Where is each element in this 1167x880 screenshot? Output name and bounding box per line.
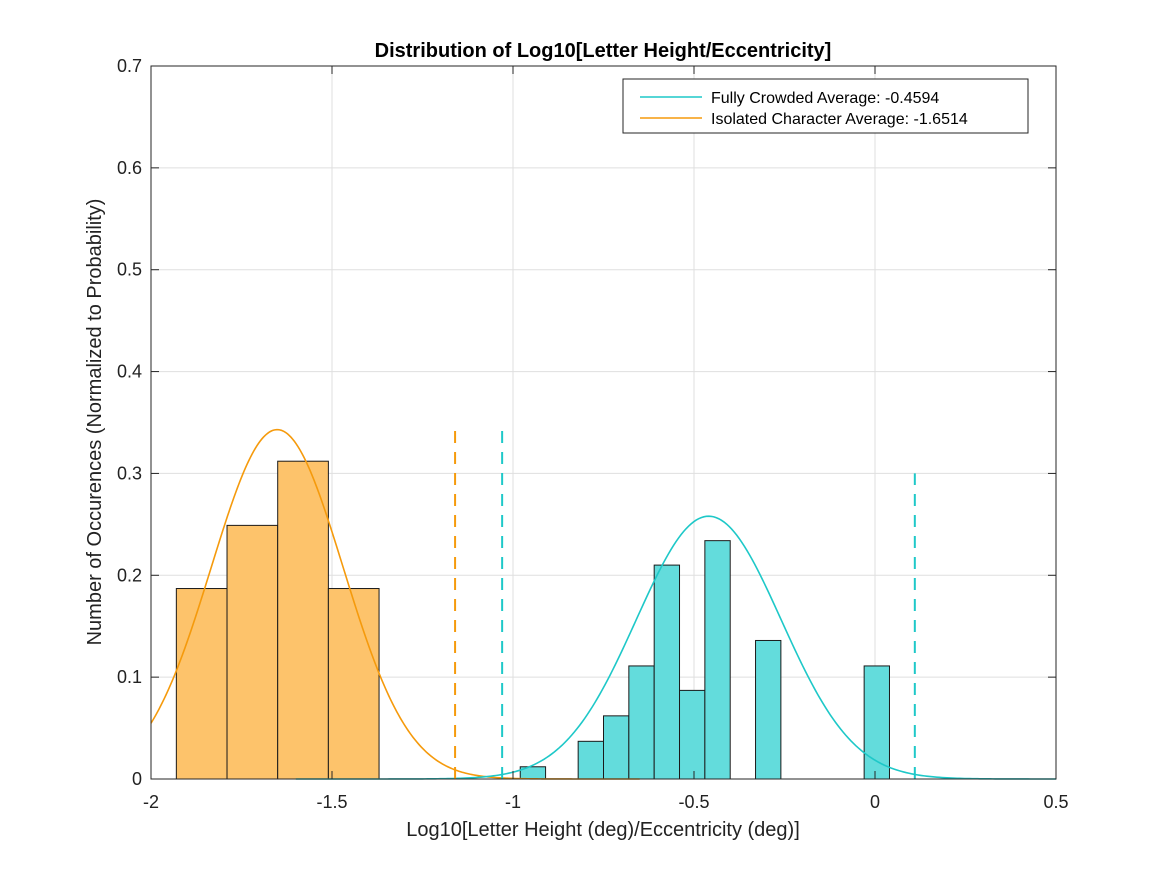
x-tick-label: 0 <box>870 792 880 812</box>
isolated-bar <box>226 524 279 780</box>
y-tick-label: 0 <box>132 769 142 789</box>
legend-label-isolated: Isolated Character Average: -1.6514 <box>711 111 968 128</box>
chart-title: Distribution of Log10[Letter Height/Ecce… <box>375 40 832 62</box>
x-axis-label: Log10[Letter Height (deg)/Eccentricity (… <box>406 819 800 841</box>
isolated-bar <box>175 588 228 780</box>
y-tick-label: 0.2 <box>117 565 142 585</box>
y-tick-label: 0.5 <box>117 260 142 280</box>
histogram-bars <box>175 460 890 780</box>
y-tick-label: 0.7 <box>117 56 142 76</box>
reference-lines <box>454 422 916 779</box>
x-tick-label: -2 <box>143 792 159 812</box>
isolated-bar <box>277 460 329 780</box>
crowded-bar <box>863 665 890 780</box>
x-tick-label: 0.5 <box>1043 792 1068 812</box>
x-tick-label: -1 <box>505 792 521 812</box>
crowded-bar <box>628 665 655 780</box>
y-tick-label: 0.3 <box>117 463 142 483</box>
y-axis-label: Number of Occurences (Normalized to Prob… <box>84 199 106 646</box>
y-tick-label: 0.1 <box>117 667 142 687</box>
y-tick-label: 0.4 <box>117 362 142 382</box>
axis-ticks: -2 -1.5 -1 -0.5 0 0.5 0 0.1 0.2 0.3 0.4 0.5 0.6 0.7 <box>117 56 1069 812</box>
legend-label-crowded: Fully Crowded Average: -0.4594 <box>711 90 939 107</box>
crowded-bar <box>679 689 706 780</box>
crowded-bar <box>577 740 604 780</box>
crowded-bar <box>704 540 731 780</box>
legend: Fully Crowded Average: -0.4594 Isolated … <box>622 78 1029 134</box>
crowded-bar <box>603 715 630 780</box>
plot-frame <box>150 65 1057 780</box>
x-tick-label: -1.5 <box>316 792 347 812</box>
legend-box <box>622 78 1029 134</box>
crowded-bar <box>755 639 782 780</box>
y-tick-label: 0.6 <box>117 158 142 178</box>
crowded-bar <box>653 564 681 780</box>
isolated-bar <box>327 588 380 780</box>
x-tick-label: -0.5 <box>678 792 709 812</box>
